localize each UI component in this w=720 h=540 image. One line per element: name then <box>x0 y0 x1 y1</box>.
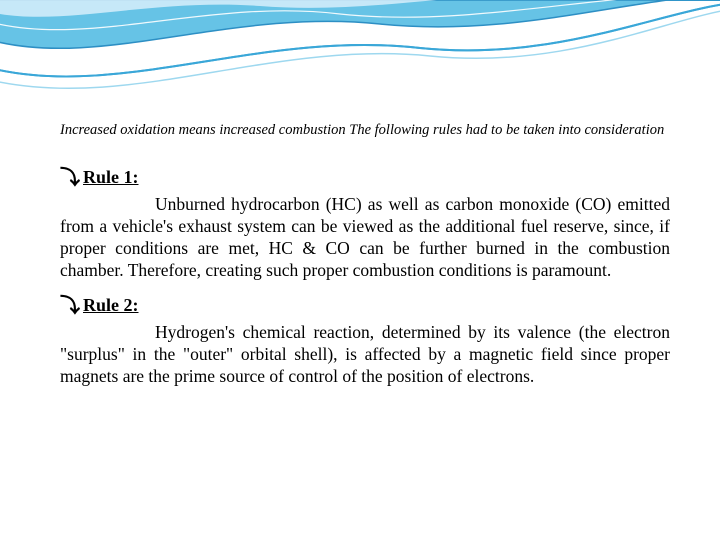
rule-1-heading: ⤵Rule 1: <box>60 161 670 190</box>
rule-1-body: Unburned hydrocarbon (HC) as well as car… <box>60 194 670 282</box>
rule-2-body: Hydrogen's chemical reaction, determined… <box>60 322 670 388</box>
bullet-icon: ⤵ <box>60 289 80 318</box>
slide-content: Increased oxidation means increased comb… <box>60 115 670 396</box>
rule-2: ⤵Rule 2: Hydrogen's chemical reaction, d… <box>60 289 670 388</box>
rule-2-heading-text: Rule 2: <box>83 295 139 315</box>
rule-2-heading: ⤵Rule 2: <box>60 289 670 318</box>
decorative-wave <box>0 0 720 110</box>
intro-text: Increased oxidation means increased comb… <box>60 115 670 147</box>
bullet-icon: ⤵ <box>60 161 80 190</box>
rule-1-heading-text: Rule 1: <box>83 167 139 187</box>
rule-1: ⤵Rule 1: Unburned hydrocarbon (HC) as we… <box>60 161 670 282</box>
